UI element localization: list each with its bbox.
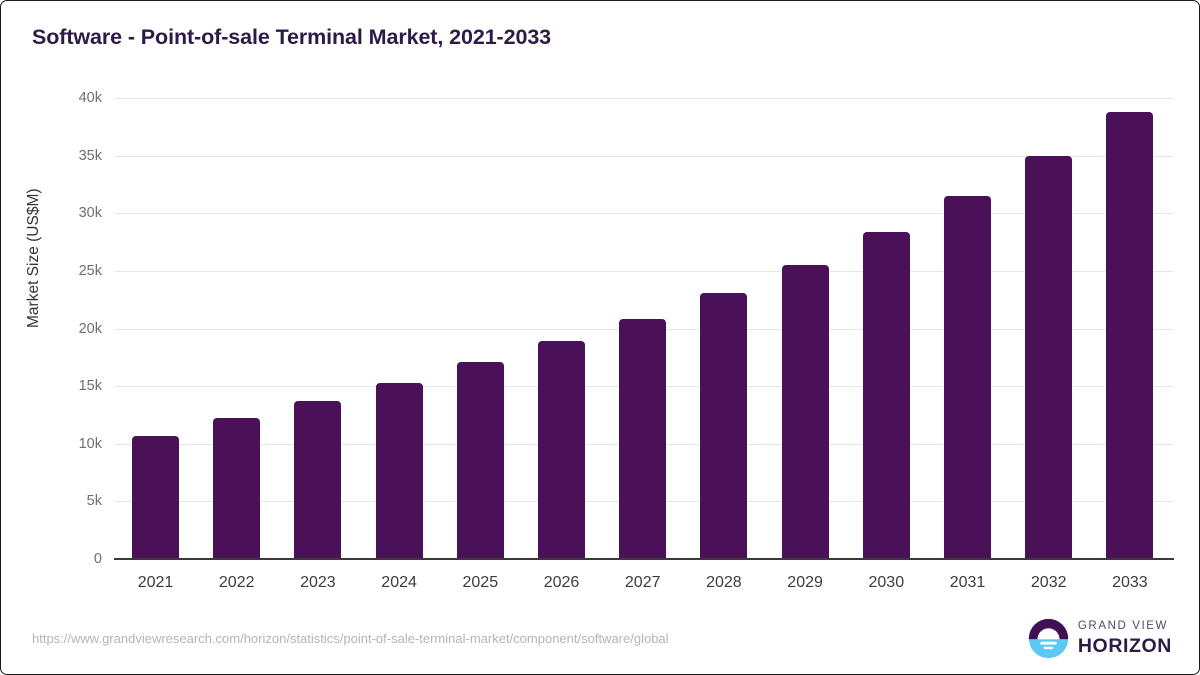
x-tick-label-2033: 2033 (1112, 574, 1148, 591)
bar-2030[interactable] (862, 231, 910, 559)
x-tick-label-2022: 2022 (218, 574, 255, 591)
y-tick-label: 5k (86, 493, 102, 510)
x-tick-label-2024: 2024 (381, 574, 417, 591)
y-tick-label: 25k (78, 262, 102, 279)
grand-view-horizon-logo: GRAND VIEW HORIZON (1028, 618, 1172, 659)
x-axis-line (114, 558, 1174, 560)
y-tick-label: 40k (78, 90, 102, 106)
x-tick-label-2025: 2025 (462, 574, 499, 591)
plot-area: 0 5k 10k 15k 20k 25k 30k 35k 40k (79, 90, 1173, 567)
logo-bottom-text: HORIZON (1077, 634, 1172, 657)
bar-2029[interactable] (781, 265, 829, 559)
x-tick-label-2032: 2032 (1030, 574, 1067, 591)
gridline (115, 213, 1173, 215)
gridline (115, 98, 1173, 99)
bar-2024[interactable] (375, 382, 423, 559)
horizon-sun-icon (1028, 618, 1069, 659)
logo-top-text: GRAND VIEW (1077, 620, 1168, 632)
y-tick-label: 35k (78, 147, 102, 164)
source-url: https://www.grandviewresearch.com/horizo… (32, 631, 669, 646)
bar-2032[interactable] (1025, 155, 1073, 559)
bar-2031[interactable] (944, 195, 991, 559)
y-tick-label: 30k (78, 205, 102, 222)
y-tick-label: 20k (78, 320, 102, 337)
x-tick-label-2026: 2026 (543, 574, 580, 591)
bar-2025[interactable] (456, 361, 504, 559)
page-title: Software - Point-of-sale Terminal Market… (32, 25, 552, 49)
bar-2027[interactable] (619, 319, 667, 559)
gridline (115, 270, 1173, 272)
x-tick-label-2031: 2031 (949, 574, 986, 591)
x-tick-label-2021: 2021 (137, 574, 174, 591)
y-axis-title: Market Size (US$M) (25, 188, 42, 328)
x-tick-label-2023: 2023 (300, 574, 336, 591)
bar-2026[interactable] (538, 341, 585, 559)
x-tick-label-2029: 2029 (787, 574, 823, 591)
x-tick-label-2028: 2028 (706, 574, 742, 591)
logo-wordmark: GRAND VIEW HORIZON (1077, 620, 1172, 657)
bar-2033[interactable] (1106, 111, 1154, 559)
y-tick-label: 10k (78, 435, 102, 452)
y-tick-label: 0 (93, 551, 102, 567)
x-tick-label-2030: 2030 (868, 574, 905, 591)
bar-2023[interactable] (294, 401, 342, 559)
bar-2022[interactable] (213, 418, 261, 559)
bar-2021[interactable] (132, 435, 179, 559)
y-tick-label: 15k (78, 378, 102, 395)
x-tick-label-2027: 2027 (624, 574, 661, 591)
bar-2028[interactable] (700, 292, 748, 559)
gridline (115, 155, 1173, 157)
